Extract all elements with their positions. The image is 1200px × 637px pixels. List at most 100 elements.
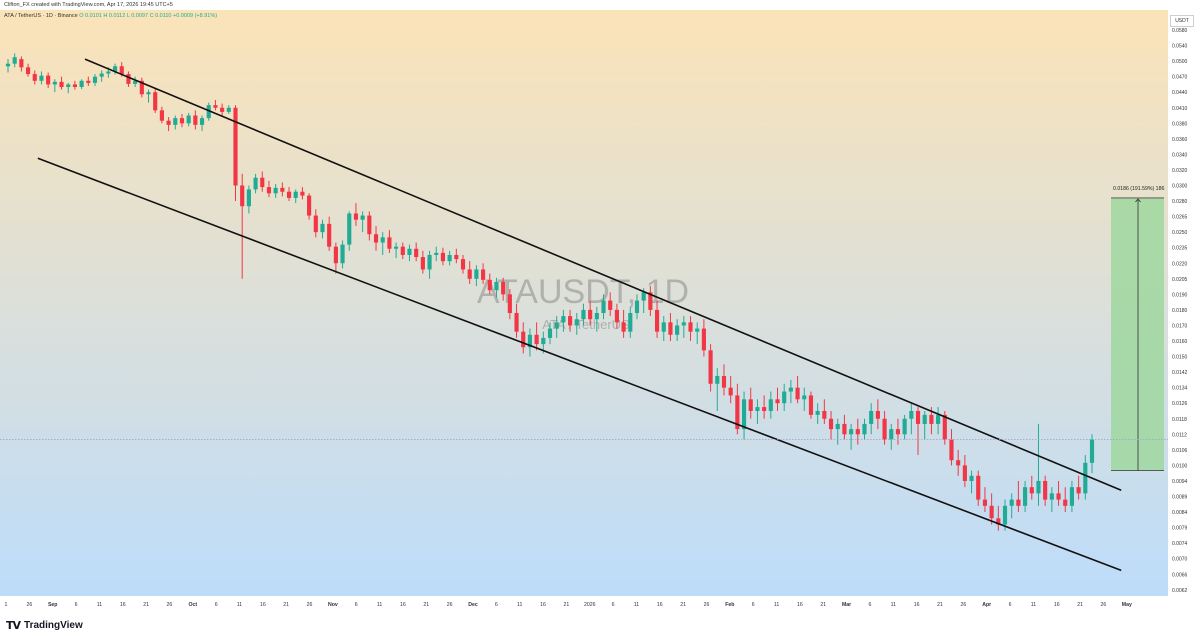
- candle: [1009, 493, 1014, 519]
- candle: [487, 273, 492, 295]
- candle-body: [554, 322, 559, 329]
- candle-body: [788, 387, 793, 392]
- candle-body: [139, 80, 144, 95]
- candle: [909, 403, 914, 435]
- candle: [547, 322, 553, 345]
- candle-body: [849, 429, 854, 435]
- time-tick-label: 21: [680, 602, 686, 608]
- candle-body: [1036, 480, 1041, 494]
- candle-body: [12, 57, 17, 64]
- candle: [5, 59, 11, 73]
- candle-body: [173, 118, 178, 125]
- candle-body: [226, 107, 231, 112]
- candle: [728, 375, 733, 404]
- time-tick-label: 6: [1009, 602, 1012, 608]
- candle-body: [133, 80, 138, 84]
- candle-body: [427, 254, 432, 270]
- candle-body: [327, 223, 332, 247]
- candle-body: [842, 423, 847, 435]
- candle: [741, 391, 747, 440]
- candle-body: [1029, 487, 1034, 494]
- candle-body: [19, 59, 24, 68]
- candle-body: [735, 395, 740, 430]
- time-axis[interactable]: 1 26 Sep 6 11 16 21 26 Oct 6 11 16 21 26 Nov 6 11 16 21 26 D…: [5, 602, 1132, 608]
- candle-body: [213, 105, 218, 108]
- time-tick-label: 11: [634, 602, 639, 608]
- candle: [815, 403, 820, 424]
- channel-lower-line[interactable]: [37, 157, 1122, 572]
- price-tick-label: 0.0094: [1172, 479, 1188, 485]
- channel-upper-line[interactable]: [84, 58, 1122, 492]
- candle: [889, 423, 894, 450]
- candle-body: [186, 115, 191, 124]
- time-tick-label: 16: [914, 602, 920, 608]
- candle: [634, 294, 640, 320]
- candle: [1083, 455, 1088, 500]
- time-tick-label: 16: [797, 602, 803, 608]
- candle: [186, 112, 191, 127]
- target-projection[interactable]: 0.0186 (191.59%) 186: [1111, 186, 1164, 471]
- candle: [460, 254, 466, 274]
- target-range-box[interactable]: [1111, 197, 1164, 471]
- time-tick-label: 21: [937, 602, 943, 608]
- candle: [474, 265, 479, 287]
- candle: [715, 368, 720, 411]
- ohlc-open: O 0.0101: [79, 13, 102, 19]
- price-tick-label: 0.0280: [1172, 199, 1188, 205]
- candle-body: [199, 118, 205, 125]
- chart-background: [0, 10, 1168, 604]
- candle: [240, 173, 245, 279]
- price-tick-label: 0.0360: [1172, 137, 1188, 143]
- price-tick-label: 0.0118: [1172, 417, 1187, 423]
- candle-body: [668, 322, 673, 335]
- candle-body: [1009, 499, 1014, 506]
- candle: [66, 82, 71, 94]
- time-tick-label: 11: [237, 602, 242, 608]
- candle-body: [514, 313, 519, 332]
- candle: [1023, 480, 1028, 513]
- candle-body: [775, 399, 780, 404]
- candle-body: [159, 110, 164, 121]
- candle-body: [367, 215, 372, 235]
- price-axis[interactable]: 0.0580 0.0540 0.0500 0.0470 0.0440 0.0410 0.03…: [1172, 28, 1188, 594]
- candle: [353, 203, 359, 226]
- candle: [407, 244, 412, 262]
- candle-body: [996, 518, 1001, 525]
- time-tick-label: 21: [423, 602, 429, 608]
- time-tick-label: May: [1122, 602, 1132, 608]
- candle-body: [889, 429, 894, 440]
- time-tick-label: 21: [820, 602, 826, 608]
- candle-body: [487, 279, 492, 291]
- candle-body: [822, 410, 827, 419]
- price-tick-label: 0.0066: [1172, 572, 1188, 578]
- candle-body: [541, 337, 546, 345]
- candle: [795, 375, 800, 404]
- candle-body: [862, 423, 867, 435]
- candle-body: [895, 429, 901, 435]
- candle: [467, 261, 472, 284]
- candle-body: [320, 223, 325, 233]
- candle: [226, 105, 231, 114]
- price-chart[interactable]: ATAUSDT, 1D ATA / TetherUS 0.0186 (191.5…: [0, 0, 1200, 614]
- candle: [648, 286, 653, 317]
- descending-channel[interactable]: [37, 58, 1122, 572]
- candle: [628, 306, 633, 338]
- candle: [360, 211, 365, 233]
- candle: [380, 232, 385, 255]
- tradingview-logo[interactable]: TV TradingView: [6, 619, 83, 632]
- candle: [1029, 475, 1034, 500]
- time-tick-label: 26: [1101, 602, 1107, 608]
- candle-body: [534, 334, 539, 345]
- candle: [199, 115, 205, 132]
- candle: [206, 102, 211, 121]
- time-tick-label: Sep: [48, 602, 58, 608]
- currency-button[interactable]: USDT: [1170, 15, 1194, 27]
- candle-body: [708, 350, 713, 384]
- candle-body: [25, 67, 31, 75]
- candle-body: [407, 248, 412, 255]
- candle: [822, 399, 827, 424]
- time-tick-label: Nov: [328, 602, 338, 608]
- candle-body: [942, 414, 947, 440]
- price-tick-label: 0.0160: [1172, 339, 1188, 345]
